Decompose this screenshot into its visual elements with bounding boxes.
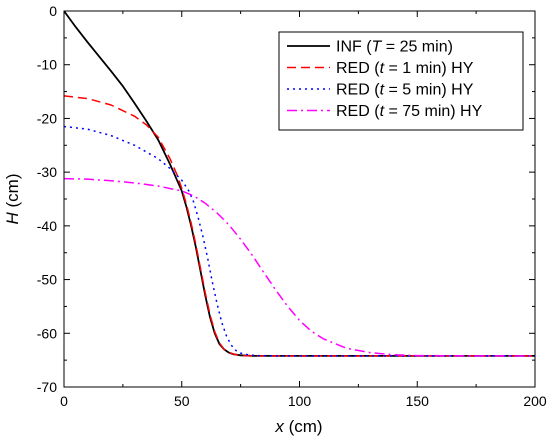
legend-label-part: INF ( [336,39,372,56]
y-tick-label: 0 [49,3,57,19]
legend-box [278,31,524,131]
y-axis-title-unit: (cm) [3,174,22,213]
legend-label-part: RED ( [336,82,380,99]
x-tick-label: 150 [406,393,430,409]
y-tick-label: -30 [37,164,57,180]
y-axis-title-var: H [3,212,22,225]
x-tick-label: 100 [288,393,312,409]
legend-label-0: INF (T = 25 min) [336,39,453,56]
y-axis-title: H (cm) [3,174,22,225]
legend-label-part: t [380,82,385,99]
legend-label-part: = 1 min) HY [384,60,474,77]
x-axis-title-unit: (cm) [284,417,323,436]
series-layer [64,11,535,357]
y-tick-label: -70 [37,379,57,395]
legend-label-1: RED (t = 1 min) HY [336,60,474,77]
legend-label-part: RED ( [336,60,380,77]
y-tick-label: -10 [37,57,57,73]
y-axis: 0 -10 -20 -30 -40 -50 -60 -70 [37,3,535,395]
legend-label-part: T [372,39,383,56]
x-tick-label: 0 [60,393,68,409]
legend-label-part: = 25 min) [381,39,453,56]
legend-label-part: RED ( [336,103,380,120]
x-axis-title-var: x [274,417,284,436]
legend-label-part: = 5 min) HY [384,82,474,99]
x-axis-title: x (cm) [274,417,322,436]
legend-label-part: = 75 min) HY [384,103,483,120]
legend-label-part: t [380,103,385,120]
legend-label-3: RED (t = 75 min) HY [336,103,483,120]
series-line-1 [64,95,535,357]
y-tick-label: -60 [37,325,57,341]
x-axis: 0 50 100 150 200 [60,11,547,409]
y-tick-label: -40 [37,218,57,234]
series-line-2 [64,125,535,357]
series-line-3 [64,177,535,357]
legend-label-2: RED (t = 5 min) HY [336,82,474,99]
x-tick-label: 200 [523,393,547,409]
legend-label-part: t [380,60,385,77]
x-tick-label: 50 [174,393,190,409]
y-tick-label: -50 [37,272,57,288]
y-tick-label: -20 [37,110,57,126]
